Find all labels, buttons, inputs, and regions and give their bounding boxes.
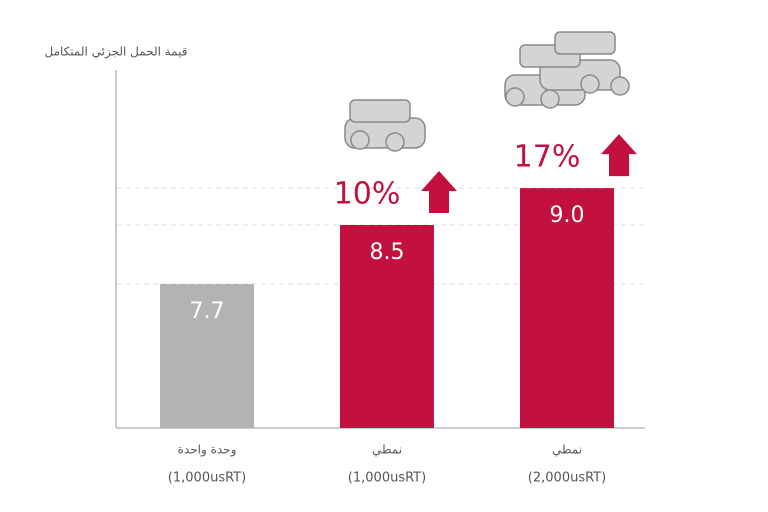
increase-arrow xyxy=(601,134,637,177)
chiller-icon xyxy=(504,31,630,109)
bar xyxy=(340,225,434,428)
y-axis-title: قيمة الحمل الجزئي المتكامل xyxy=(45,45,188,60)
increase-label: 10% xyxy=(334,177,401,212)
chiller-icon xyxy=(344,99,426,152)
value-label: 8.5 xyxy=(370,240,405,265)
x-tick-sublabel: (1,000usRT) xyxy=(348,471,426,486)
increase-label: 17% xyxy=(514,140,581,175)
bar xyxy=(520,188,614,428)
x-tick-label: نمطي xyxy=(552,443,582,457)
value-label: 9.0 xyxy=(550,203,585,228)
x-tick-sublabel: (1,000usRT) xyxy=(168,471,246,486)
value-label: 7.7 xyxy=(190,299,225,324)
x-tick-sublabel: (2,000usRT) xyxy=(528,471,606,486)
bar xyxy=(160,284,254,428)
increase-arrow xyxy=(421,171,457,214)
x-tick-label: نمطي xyxy=(372,443,402,457)
x-tick-label: وحدة واحدة xyxy=(178,443,237,458)
